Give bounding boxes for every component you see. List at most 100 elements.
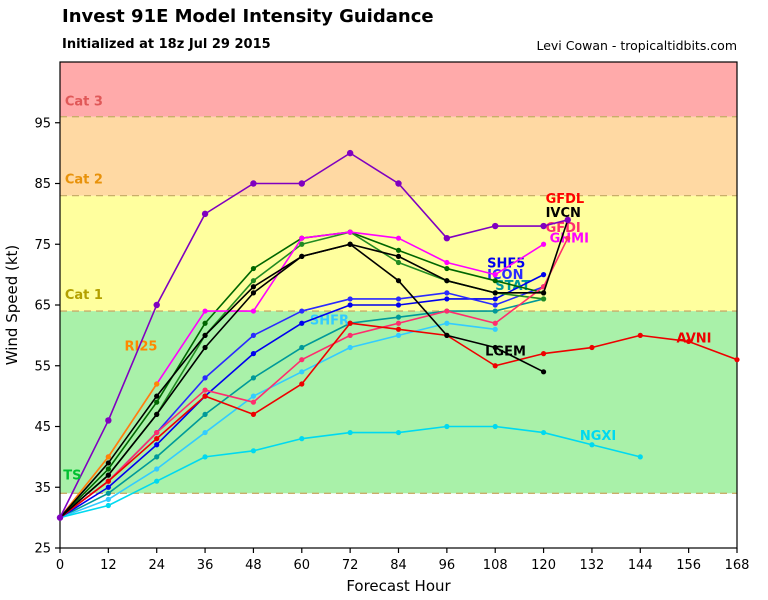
series-marker-NGXI xyxy=(347,429,353,436)
series-line-SHFR xyxy=(59,322,496,519)
series-marker-GFDL xyxy=(153,301,160,309)
series-marker-GFDL xyxy=(105,417,112,424)
series-label-RI25: RI25 xyxy=(124,340,157,355)
series-marker-GFDI xyxy=(299,357,305,363)
series-line-GFDI xyxy=(59,237,569,519)
series-marker-AVNI xyxy=(105,478,111,484)
series-marker-AVNI xyxy=(686,338,692,345)
series-marker-SHF5 xyxy=(540,272,547,278)
series-label-IVCN: IVCN xyxy=(546,206,581,221)
series-marker-GFDI xyxy=(202,387,208,393)
series-marker-IVCN xyxy=(540,290,547,296)
series-marker-IVCN xyxy=(347,241,353,247)
series-marker-LGEM xyxy=(540,369,547,375)
series-marker-ICON xyxy=(492,302,498,308)
series-marker-STAT xyxy=(492,308,498,314)
x-tick-label: 72 xyxy=(342,558,359,573)
series-marker-GFDI xyxy=(492,320,498,326)
x-tick-label: 24 xyxy=(148,558,165,573)
series-marker-GFDI xyxy=(444,308,450,314)
series-marker-IVCN xyxy=(250,284,257,290)
series-label-SHFR: SHFR xyxy=(310,313,349,328)
series-marker-GFDL xyxy=(250,180,257,187)
series-marker-NGXI xyxy=(540,429,547,436)
series-marker-IVCN xyxy=(444,278,450,284)
y-tick-label: 25 xyxy=(34,542,51,557)
series-marker-RI25 xyxy=(154,381,160,387)
band-label-cat-1: Cat 1 xyxy=(65,288,103,303)
series-marker-green-2 xyxy=(299,241,305,247)
series-marker-IVCN xyxy=(395,253,402,259)
series-marker-SHFR xyxy=(250,393,257,399)
series-marker-ICON xyxy=(395,296,402,302)
series-marker-IVCN xyxy=(299,253,305,259)
series-marker-NGXI xyxy=(154,478,160,484)
x-tick-label: 60 xyxy=(294,558,311,573)
series-marker-SHF5 xyxy=(395,302,402,308)
series-marker-GFDL xyxy=(395,180,402,187)
x-tick-label: 108 xyxy=(483,558,508,573)
y-axis-title: Wind Speed (kt) xyxy=(3,245,21,366)
x-tick-label: 156 xyxy=(676,558,701,573)
category-band-cat-1 xyxy=(60,195,737,312)
series-label-NGXI: NGXI xyxy=(580,429,616,444)
category-band-ts xyxy=(60,311,737,494)
series-marker-green-1 xyxy=(105,466,111,472)
series-marker-LGEM xyxy=(444,332,450,338)
series-marker-GHMI xyxy=(250,308,257,314)
series-marker-SHF5 xyxy=(492,296,498,302)
series-marker-SHFR xyxy=(105,496,111,502)
series-marker-GHMI xyxy=(395,235,402,241)
series-marker-GFDI xyxy=(154,429,160,436)
series-marker-NGXI xyxy=(395,429,402,436)
band-label-cat-3: Cat 3 xyxy=(65,95,103,110)
series-marker-green-1 xyxy=(154,399,160,405)
series-marker-AVNI xyxy=(154,436,160,442)
series-marker-NGXI xyxy=(492,423,498,430)
series-label-LGEM: LGEM xyxy=(485,344,526,359)
series-marker-IVCN xyxy=(105,460,111,466)
series-line-IVCN xyxy=(59,219,569,519)
credit-text: Levi Cowan - tropicaltidbits.com xyxy=(536,38,737,53)
y-tick-label: 95 xyxy=(34,116,51,131)
series-marker-green-1 xyxy=(250,265,257,272)
series-marker-AVNI xyxy=(250,411,257,417)
series-marker-ICON xyxy=(202,375,208,381)
series-label-SHF5: SHF5 xyxy=(487,256,525,271)
series-marker-green-1 xyxy=(395,247,402,253)
series-marker-GFDI xyxy=(565,235,571,241)
series-marker-RI25 xyxy=(105,454,111,460)
x-tick-label: 144 xyxy=(628,558,653,573)
x-tick-label: 0 xyxy=(56,558,64,573)
series-marker-SHFR xyxy=(299,369,305,375)
series-marker-AVNI xyxy=(299,381,305,387)
series-marker-AVNI xyxy=(637,332,643,338)
page-title: Invest 91E Model Intensity Guidance xyxy=(62,6,434,27)
series-marker-AVNI xyxy=(734,357,740,363)
series-marker-SHFR xyxy=(395,332,402,338)
series-marker-ICON xyxy=(444,290,450,296)
series-marker-SHF5 xyxy=(299,320,305,326)
y-tick-label: 45 xyxy=(34,420,51,435)
x-tick-label: 84 xyxy=(390,558,407,573)
series-marker-SHFR xyxy=(444,320,450,326)
series-marker-GFDL xyxy=(346,149,354,157)
series-marker-NGXI xyxy=(589,442,595,448)
series-marker-GFDI xyxy=(250,399,257,405)
init-time-subtitle: Initialized at 18z Jul 29 2015 xyxy=(62,37,271,52)
series-marker-green-2 xyxy=(540,296,547,302)
series-marker-GFDL xyxy=(540,222,547,230)
band-label-ts: TS xyxy=(63,468,81,483)
series-marker-SHF5 xyxy=(105,484,111,490)
series-label-AVNI: AVNI xyxy=(677,332,712,347)
y-tick-label: 75 xyxy=(34,238,51,253)
series-marker-AVNI xyxy=(395,326,402,332)
series-marker-GFDL xyxy=(298,180,305,187)
series-marker-NGXI xyxy=(299,436,305,442)
series-marker-ICON xyxy=(299,308,305,314)
series-marker-AVNI xyxy=(492,363,498,369)
series-marker-AVNI xyxy=(202,393,208,399)
series-marker-LGEM xyxy=(202,344,208,351)
